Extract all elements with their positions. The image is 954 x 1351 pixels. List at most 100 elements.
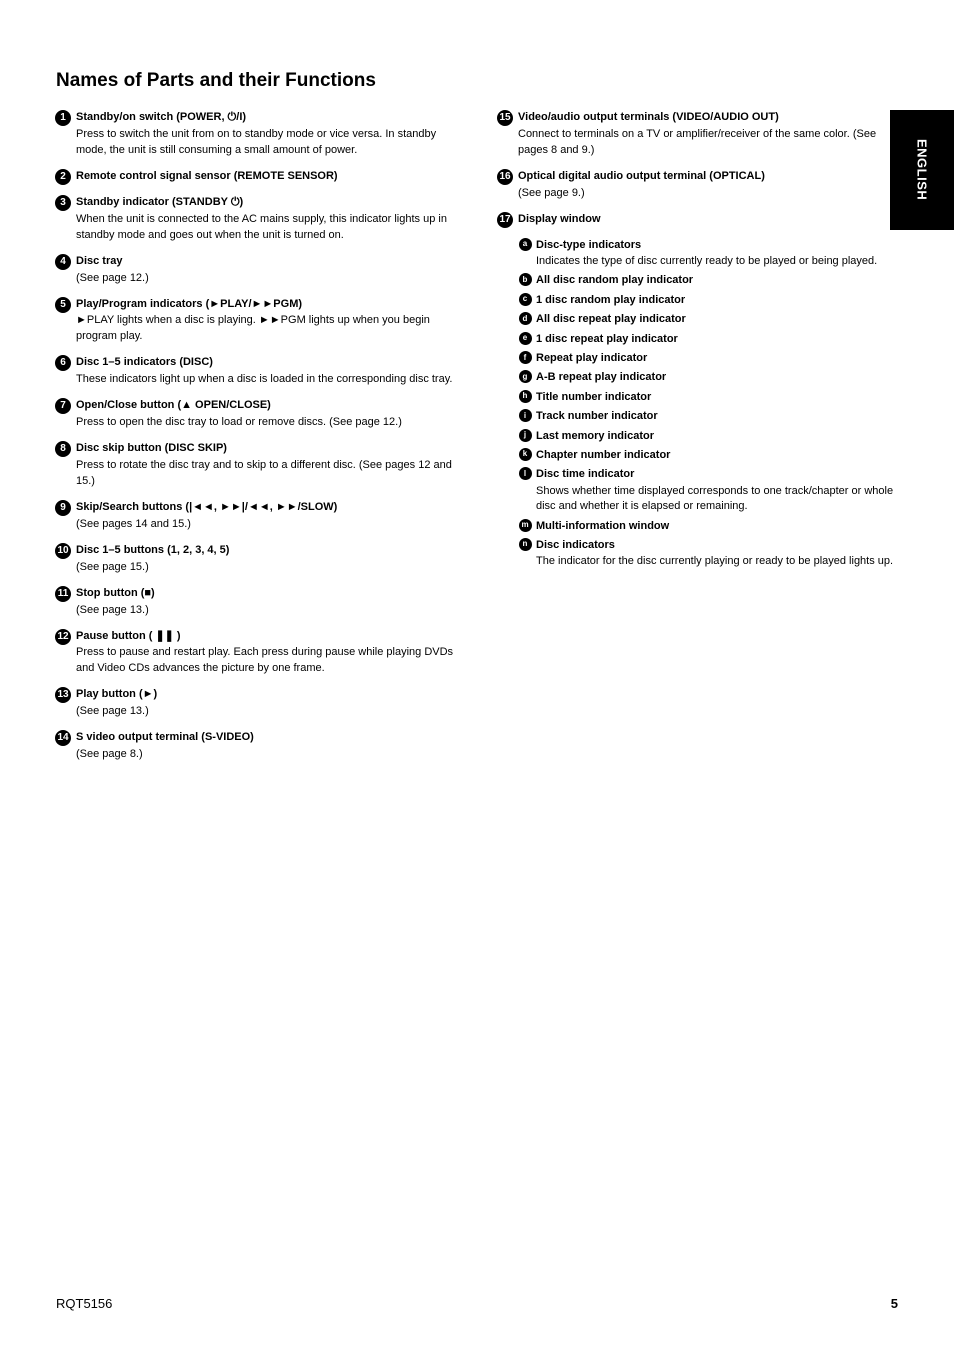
item-body: 1 disc repeat play indicator	[536, 332, 904, 347]
item-body: 1 disc random play indicator	[536, 293, 904, 308]
item-body: Repeat play indicator	[536, 351, 904, 366]
item-title: Optical digital audio output terminal (O…	[518, 170, 765, 182]
item-description: (See page 9.)	[518, 186, 904, 202]
circled-number-icon: 2	[55, 169, 71, 185]
item-title: Open/Close button (▲ OPEN/CLOSE)	[76, 399, 271, 411]
item-body: Last memory indicator	[536, 429, 904, 444]
item-description: Shows whether time displayed corresponds…	[536, 484, 904, 515]
item-marker: a	[514, 238, 536, 251]
item-body: Title number indicator	[536, 390, 904, 405]
list-item: 13Play button (►)(See page 13.)	[50, 687, 462, 720]
circled-letter-icon: n	[519, 538, 532, 551]
item-description: Press to pause and restart play. Each pr…	[76, 645, 462, 677]
circled-letter-icon: a	[519, 238, 532, 251]
item-title: Title number indicator	[536, 391, 651, 403]
item-title: Video/audio output terminals (VIDEO/AUDI…	[518, 111, 779, 123]
item-body: Stop button (■)(See page 13.)	[76, 586, 462, 619]
two-column-layout: 1Standby/on switch (POWER, ⏻/I)Press to …	[50, 110, 904, 773]
circled-number-icon: 16	[497, 169, 513, 185]
circled-number-icon: 12	[55, 629, 71, 645]
item-title: A-B repeat play indicator	[536, 371, 666, 383]
language-tab: ENGLISH	[890, 110, 954, 230]
item-body: Disc indicatorsThe indicator for the dis…	[536, 538, 904, 570]
item-marker: 9	[50, 500, 76, 516]
item-marker: 7	[50, 398, 76, 414]
item-marker: 13	[50, 687, 76, 703]
item-title: Multi-information window	[536, 520, 669, 532]
item-marker: g	[514, 370, 536, 383]
circled-letter-icon: c	[519, 293, 532, 306]
item-marker: b	[514, 273, 536, 286]
item-body: Pause button ( ❚❚ ) Press to pause and re…	[76, 629, 462, 678]
item-description: (See page 8.)	[76, 747, 462, 763]
item-marker: 15	[492, 110, 518, 126]
item-marker: 10	[50, 543, 76, 559]
page-footer-left: RQT5156	[56, 1296, 112, 1311]
item-title: Disc 1–5 indicators (DISC)	[76, 356, 213, 368]
manual-page: Names of Parts and their Functions 1Stan…	[0, 0, 954, 813]
item-body: Play button (►)(See page 13.)	[76, 687, 462, 720]
item-marker: c	[514, 293, 536, 306]
page-heading: Names of Parts and their Functions	[50, 70, 904, 92]
sub-list-item: h Title number indicator	[492, 390, 904, 405]
circled-letter-icon: h	[519, 390, 532, 403]
item-body: Disc skip button (DISC SKIP)Press to rot…	[76, 441, 462, 490]
list-item: 8Disc skip button (DISC SKIP)Press to ro…	[50, 441, 462, 490]
item-title: S video output terminal (S-VIDEO)	[76, 731, 254, 743]
circled-letter-icon: j	[519, 429, 532, 442]
item-marker: 5	[50, 297, 76, 313]
item-body: Display window	[518, 212, 904, 228]
list-item: 4Disc tray (See page 12.)	[50, 254, 462, 287]
list-item: 5Play/Program indicators (►PLAY/►►PGM) ►P…	[50, 297, 462, 346]
item-title: Standby indicator (STANDBY ⏻)	[76, 196, 243, 208]
list-item: 16 Optical digital audio output terminal …	[492, 169, 904, 202]
sub-list-item: f Repeat play indicator	[492, 351, 904, 366]
item-description: ►PLAY lights when a disc is playing. ►►P…	[76, 313, 462, 345]
item-marker: 4	[50, 254, 76, 270]
circled-number-icon: 11	[55, 586, 71, 602]
item-title: 1 disc repeat play indicator	[536, 333, 678, 345]
item-title: Chapter number indicator	[536, 449, 670, 461]
list-item: 11 Stop button (■)(See page 13.)	[50, 586, 462, 619]
item-title: 1 disc random play indicator	[536, 294, 685, 306]
item-body: Optical digital audio output terminal (O…	[518, 169, 904, 202]
item-marker: f	[514, 351, 536, 364]
circled-letter-icon: m	[519, 519, 532, 532]
list-item: 3Standby indicator (STANDBY ⏻)When the u…	[50, 195, 462, 244]
item-description: Connect to terminals on a TV or amplifie…	[518, 127, 904, 159]
item-title: Play/Program indicators (►PLAY/►►PGM)	[76, 298, 302, 310]
item-description: (See page 12.)	[76, 271, 462, 287]
item-marker: e	[514, 332, 536, 345]
sub-list-item: lDisc time indicatorShows whether time d…	[492, 467, 904, 514]
circled-letter-icon: e	[519, 332, 532, 345]
circled-letter-icon: b	[519, 273, 532, 286]
item-marker: 17	[492, 212, 518, 228]
item-body: Standby/on switch (POWER, ⏻/I)Press to s…	[76, 110, 462, 159]
item-body: Open/Close button (▲ OPEN/CLOSE)Press to…	[76, 398, 462, 431]
circled-number-icon: 17	[497, 212, 513, 228]
circled-letter-icon: f	[519, 351, 532, 364]
item-marker: h	[514, 390, 536, 403]
item-title: Disc tray	[76, 255, 122, 267]
item-body: Play/Program indicators (►PLAY/►►PGM) ►PL…	[76, 297, 462, 346]
list-item: 17 Display window	[492, 212, 904, 228]
item-title: Disc 1–5 buttons (1, 2, 3, 4, 5)	[76, 544, 229, 556]
sub-list-item: iTrack number indicator	[492, 409, 904, 424]
item-marker: m	[514, 519, 536, 532]
item-body: Multi-information window	[536, 519, 904, 534]
list-item: 2Remote control signal sensor (REMOTE SE…	[50, 169, 462, 185]
item-description: Indicates the type of disc currently rea…	[536, 254, 904, 269]
list-item: 6Disc 1–5 indicators (DISC)These indicat…	[50, 355, 462, 388]
list-item: 15Video/audio output terminals (VIDEO/AU…	[492, 110, 904, 159]
item-title: Stop button (■)	[76, 587, 155, 599]
circled-number-icon: 10	[55, 543, 71, 559]
item-title: Pause button ( ❚❚ )	[76, 630, 181, 642]
item-title: Disc-type indicators	[536, 239, 641, 251]
item-marker: 2	[50, 169, 76, 185]
list-item: 9Skip/Search buttons (|◄◄, ►►|/◄◄, ►►/SL…	[50, 500, 462, 533]
item-marker: 1	[50, 110, 76, 126]
item-title: Disc time indicator	[536, 468, 634, 480]
item-body: Disc 1–5 buttons (1, 2, 3, 4, 5)(See pag…	[76, 543, 462, 576]
item-description: When the unit is connected to the AC mai…	[76, 212, 462, 244]
item-body: Standby indicator (STANDBY ⏻) When the un…	[76, 195, 462, 244]
